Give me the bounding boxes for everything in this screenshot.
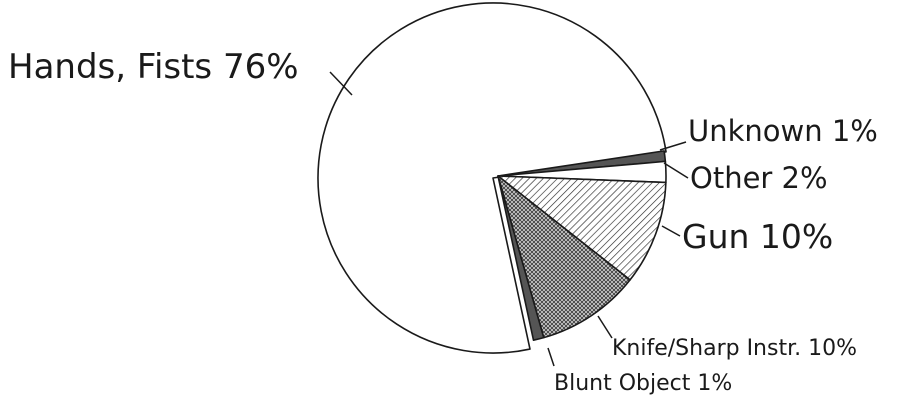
pie-slices <box>317 2 667 354</box>
pie-slice-gun-10 <box>497 175 667 281</box>
leader-line-other-2 <box>663 162 689 179</box>
leader-line-gun-10 <box>661 225 681 237</box>
slice-label-other-2: Other 2% <box>690 161 828 195</box>
leader-line-hands-fists-76 <box>329 71 353 96</box>
leader-lines <box>329 71 689 367</box>
slice-label-blunt-object-1: Blunt Object 1% <box>554 371 732 396</box>
leader-line-knife-sharp-instr-10 <box>597 315 613 339</box>
slice-label-gun-10: Gun 10% <box>682 217 833 256</box>
leader-line-blunt-object-1 <box>547 347 555 367</box>
leader-line-unknown-1 <box>659 141 687 151</box>
slice-label-knife-sharp-instr-10: Knife/Sharp Instr. 10% <box>612 336 857 361</box>
pie-slice-knife-sharp-instr-10 <box>497 175 631 339</box>
slice-label-unknown-1: Unknown 1% <box>688 114 878 148</box>
pie-slice-hands-fists-76 <box>317 2 667 354</box>
pie-slice-blunt-object-1 <box>497 175 545 342</box>
slice-label-hands-fists-76: Hands, Fists 76% <box>8 47 299 87</box>
slice-labels: Hands, Fists 76% Unknown 1% Other 2% Gun 10… <box>8 47 878 396</box>
